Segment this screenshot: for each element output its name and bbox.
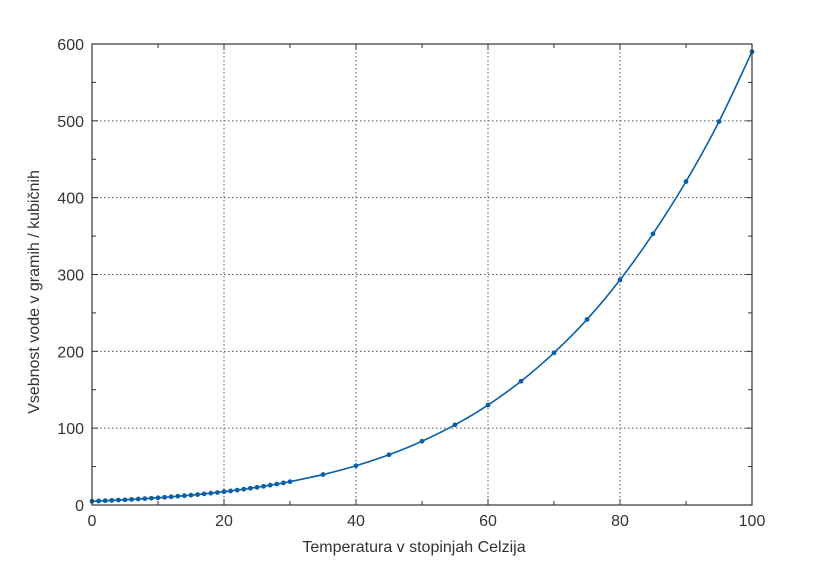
data-point — [182, 493, 187, 499]
grid-lines — [92, 44, 752, 505]
axis-ticks — [91, 43, 753, 506]
data-series — [89, 49, 755, 504]
data-point — [267, 482, 273, 488]
data-point — [650, 231, 656, 237]
data-point — [135, 496, 141, 502]
data-point — [228, 488, 234, 494]
data-point — [96, 498, 101, 504]
data-point — [248, 485, 253, 491]
data-point — [142, 496, 148, 502]
data-point — [122, 497, 128, 503]
data-point — [386, 452, 392, 458]
data-point — [155, 495, 161, 501]
data-point — [419, 438, 425, 444]
data-point — [109, 497, 115, 503]
x-tick-label: 80 — [611, 513, 629, 530]
data-point — [188, 492, 194, 498]
data-point — [551, 350, 557, 356]
y-tick-label: 600 — [57, 37, 84, 54]
data-point — [241, 486, 247, 492]
plot-background — [92, 44, 752, 505]
data-point — [234, 487, 240, 493]
data-point — [452, 422, 458, 428]
data-point — [584, 317, 590, 322]
data-point — [201, 491, 207, 497]
x-tick-label: 40 — [347, 513, 365, 530]
data-point — [261, 483, 266, 489]
data-point — [215, 490, 220, 495]
data-point — [353, 463, 359, 469]
data-point — [175, 493, 181, 499]
tick-labels: 0 20 40 60 80 100 0 100 200 300 400 500 600 — [57, 37, 765, 530]
data-point — [102, 498, 108, 504]
data-point — [149, 495, 154, 501]
data-point — [221, 489, 227, 495]
y-tick-label: 300 — [57, 268, 84, 285]
data-point — [162, 494, 168, 500]
y-tick-label: 100 — [57, 421, 84, 438]
data-point — [287, 479, 293, 485]
x-tick-label: 0 — [88, 513, 97, 530]
data-point — [683, 179, 689, 184]
x-tick-label: 100 — [739, 513, 766, 530]
data-point — [208, 490, 214, 496]
y-tick-label: 200 — [57, 344, 84, 361]
data-point — [168, 494, 174, 500]
data-point — [485, 402, 491, 408]
y-axis-label: Vsebnost vode v gramih / kubičnih — [26, 170, 43, 414]
x-tick-label: 60 — [479, 513, 497, 530]
data-point — [617, 277, 623, 283]
data-point — [281, 480, 286, 486]
data-point — [129, 496, 135, 502]
y-tick-label: 0 — [75, 498, 84, 515]
x-axis-label: Temperatura v stopinjah Celzija — [302, 539, 525, 556]
y-tick-label: 500 — [57, 114, 84, 131]
x-tick-label: 20 — [215, 513, 233, 530]
plot-frame — [91, 43, 753, 506]
data-point — [518, 378, 524, 384]
data-point — [116, 497, 121, 503]
data-point — [195, 492, 201, 497]
data-point — [716, 119, 722, 124]
data-point — [254, 484, 260, 490]
data-point — [320, 472, 326, 477]
data-point — [274, 481, 280, 487]
y-tick-label: 400 — [57, 191, 84, 208]
